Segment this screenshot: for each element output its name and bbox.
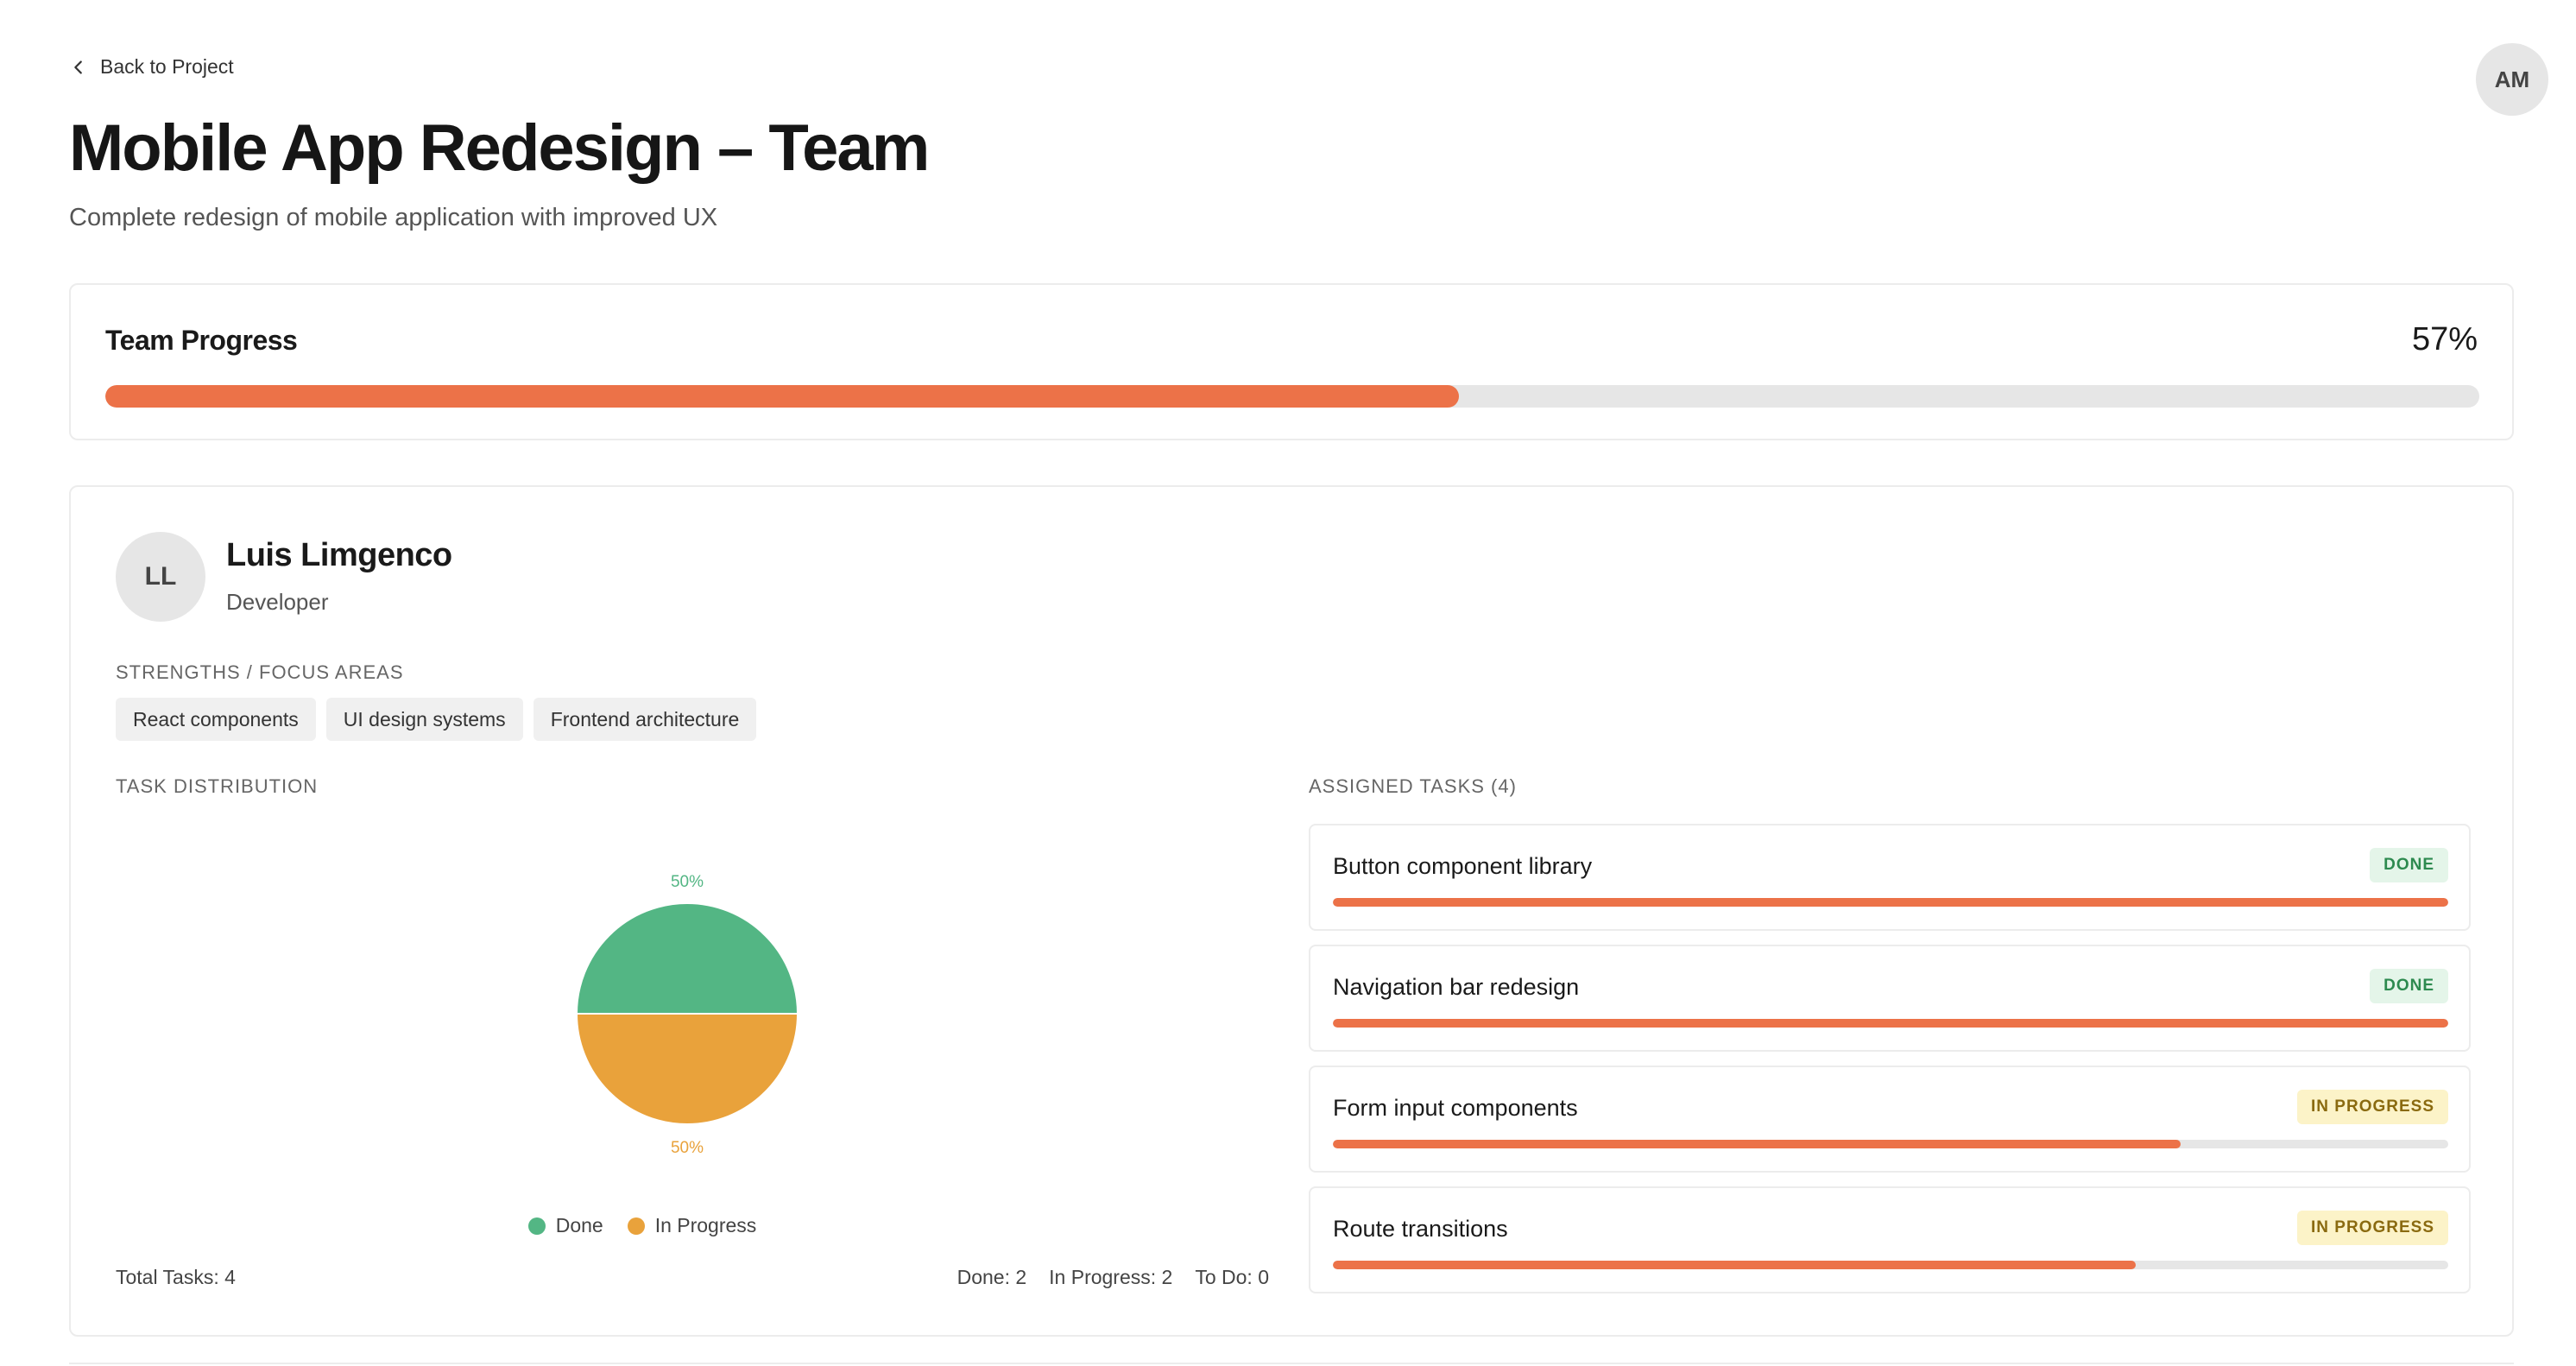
status-badge: DONE <box>2370 969 2448 1003</box>
legend-label-in-progress: In Progress <box>654 1214 757 1236</box>
team-progress-fill <box>105 385 1459 408</box>
chevron-left-icon <box>74 60 82 74</box>
task-title: Route transitions <box>1333 1216 1508 1242</box>
task-title: Navigation bar redesign <box>1333 974 1580 1000</box>
assigned-tasks-label: ASSIGNED TASKS (4) <box>1309 775 1517 797</box>
pie-slice-in-progress <box>575 1013 799 1125</box>
legend-label-done: Done <box>555 1214 603 1236</box>
back-link-label: Back to Project <box>100 55 234 78</box>
team-progress-card: Team Progress 57% <box>69 283 2514 440</box>
task-progress-track <box>1333 898 2448 907</box>
pie-label-done: 50% <box>671 873 704 891</box>
task-progress-track <box>1333 1261 2448 1269</box>
task-card[interactable]: Navigation bar redesign DONE <box>1309 945 2471 1052</box>
status-badge: IN PROGRESS <box>2297 1090 2448 1124</box>
page-title: Mobile App Redesign – Team <box>69 111 930 185</box>
user-avatar-initials: AM <box>2494 66 2530 92</box>
member-card: LL Luis Limgenco Developer STRENGTHS / F… <box>69 485 2514 1337</box>
member-role: Developer <box>226 589 329 615</box>
strength-tag: React components <box>116 698 316 741</box>
chart-legend: Done In Progress <box>71 1214 1214 1237</box>
legend-item-done: Done <box>527 1214 603 1237</box>
member-name: Luis Limgenco <box>226 537 452 573</box>
team-progress-label: Team Progress <box>105 325 298 356</box>
member-avatar-initials: LL <box>144 562 177 591</box>
todo-count: To Do: 0 <box>1195 1266 1269 1288</box>
task-progress-track <box>1333 1140 2448 1148</box>
pie-slice-done <box>575 902 799 1015</box>
task-progress-track <box>1333 1019 2448 1028</box>
strength-tag: UI design systems <box>325 698 523 741</box>
task-progress-fill <box>1333 1140 2181 1148</box>
done-count: Done: 2 <box>957 1266 1027 1288</box>
legend-dot-done <box>527 1217 546 1235</box>
user-avatar[interactable]: AM <box>2476 43 2548 116</box>
task-distribution-label: TASK DISTRIBUTION <box>116 775 319 797</box>
strengths-tags: React components UI design systems Front… <box>116 698 757 741</box>
legend-item-in-progress: In Progress <box>627 1214 757 1237</box>
task-card[interactable]: Button component library DONE <box>1309 824 2471 931</box>
back-to-project-link[interactable]: Back to Project <box>69 55 234 79</box>
team-progress-percent: 57% <box>2411 321 2478 357</box>
page-subtitle: Complete redesign of mobile application … <box>69 204 718 231</box>
task-card[interactable]: Route transitions IN PROGRESS <box>1309 1186 2471 1293</box>
task-progress-fill <box>1333 1019 2448 1028</box>
pie-label-in-progress: 50% <box>671 1139 704 1157</box>
bottom-divider <box>69 1363 2514 1364</box>
task-title: Button component library <box>1333 853 1593 879</box>
task-card[interactable]: Form input components IN PROGRESS <box>1309 1066 2471 1173</box>
task-distribution-pie-chart: 50% 50% <box>575 873 799 1157</box>
legend-dot-in-progress <box>627 1217 645 1235</box>
strengths-label: STRENGTHS / FOCUS AREAS <box>116 661 404 683</box>
task-counts: Done: 2 In Progress: 2 To Do: 0 <box>957 1266 1269 1289</box>
task-progress-fill <box>1333 898 2448 907</box>
status-badge: IN PROGRESS <box>2297 1211 2448 1245</box>
total-tasks: Total Tasks: 4 <box>116 1266 236 1288</box>
task-title: Form input components <box>1333 1095 1578 1121</box>
in-progress-count: In Progress: 2 <box>1049 1266 1173 1288</box>
task-progress-fill <box>1333 1261 2137 1269</box>
member-avatar: LL <box>116 532 205 622</box>
status-badge: DONE <box>2370 848 2448 882</box>
team-progress-track <box>105 385 2479 408</box>
strength-tag: Frontend architecture <box>533 698 757 741</box>
